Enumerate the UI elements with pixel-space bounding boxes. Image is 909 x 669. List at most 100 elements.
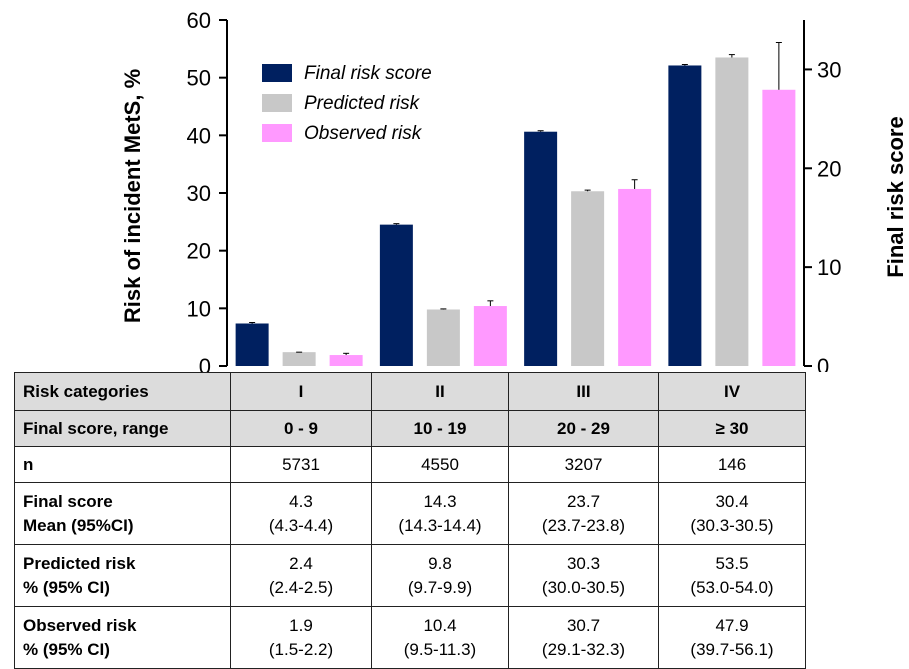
row-header: Observed risk % (95% CI) bbox=[14, 606, 231, 669]
y-tick-label: 50 bbox=[187, 66, 211, 91]
table-cell: 30.4 (30.3-30.5) bbox=[658, 482, 806, 545]
table-cell-text: (1.5-2.2) bbox=[268, 639, 334, 659]
table-cell-text: 10 - 19 bbox=[413, 418, 467, 438]
y-tick-label: 40 bbox=[187, 123, 211, 148]
legend-label: Observed risk bbox=[304, 123, 423, 144]
table-cell-text: (39.7-56.1) bbox=[690, 639, 774, 659]
summary-table-body: Risk categories I II III IV Final score, rang… bbox=[14, 372, 806, 669]
row-header: Risk categories bbox=[14, 372, 231, 411]
table-cell: 23.7 (23.7-23.8) bbox=[508, 482, 659, 545]
table-cell: ≥ 30 bbox=[658, 410, 806, 447]
table-cell-text: 10.4 bbox=[423, 615, 457, 635]
table-cell: I bbox=[230, 372, 372, 411]
table-row: Final score, range 0 - 9 10 - 19 20 - 29 ≥ 3… bbox=[14, 410, 806, 447]
row-header-text: Final score, range bbox=[23, 418, 169, 438]
bar bbox=[524, 131, 558, 366]
legend-swatch bbox=[262, 94, 292, 112]
table-cell: 10 - 19 bbox=[371, 410, 509, 447]
bar bbox=[715, 57, 749, 366]
table-cell: 14.3 (14.3-14.4) bbox=[371, 482, 509, 545]
table-cell-text: 53.5 bbox=[715, 553, 749, 573]
table-cell: 9.8 (9.7-9.9) bbox=[371, 544, 509, 607]
bar bbox=[571, 191, 605, 366]
table-cell-text: 30.3 bbox=[566, 553, 601, 573]
summary-table: Risk categories I II III IV Final score, rang… bbox=[14, 372, 806, 669]
table-cell: 47.9 (39.7-56.1) bbox=[658, 606, 806, 669]
table-cell-text: II bbox=[435, 381, 445, 401]
table-row: Observed risk % (95% CI) 1.9 (1.5-2.2) 10.4 (… bbox=[14, 606, 806, 669]
bar bbox=[668, 65, 702, 366]
table-cell-text: (23.7-23.8) bbox=[541, 515, 626, 535]
table-cell: II bbox=[371, 372, 509, 411]
bar bbox=[426, 309, 460, 366]
y2-tick-label: 30 bbox=[817, 57, 841, 82]
table-cell-text: 30.7 bbox=[566, 615, 601, 635]
table-cell-text: 23.7 bbox=[566, 491, 601, 511]
table-cell: 53.5 (53.0-54.0) bbox=[658, 544, 806, 607]
table-cell: 5731 bbox=[230, 446, 372, 483]
row-header: Final score Mean (95%CI) bbox=[14, 482, 231, 545]
table-cell-text: 4550 bbox=[421, 454, 459, 474]
table-cell-text: 47.9 bbox=[715, 615, 749, 635]
row-header-text: % (95% CI) bbox=[23, 577, 110, 597]
table-cell-text: (9.5-11.3) bbox=[403, 639, 477, 659]
table-cell-text: 2.4 bbox=[289, 553, 313, 573]
legend: Final risk score Predicted risk Observed r… bbox=[262, 63, 432, 144]
bar bbox=[282, 352, 316, 366]
table-cell: 0 - 9 bbox=[230, 410, 372, 447]
table-row: Final score Mean (95%CI) 4.3 (4.3-4.4) 14.3 (… bbox=[14, 482, 806, 545]
row-header-text: Risk categories bbox=[23, 381, 149, 401]
bar bbox=[329, 355, 363, 366]
table-cell-text: 5731 bbox=[282, 454, 320, 474]
bar bbox=[762, 89, 796, 366]
table-cell-text: (53.0-54.0) bbox=[690, 577, 774, 597]
table-cell: 4550 bbox=[371, 446, 509, 483]
y-axis-label: Risk of incident MetS, % bbox=[120, 69, 145, 323]
row-header-text: n bbox=[23, 454, 34, 474]
y-tick-label: 20 bbox=[187, 239, 211, 264]
legend-swatch bbox=[262, 124, 292, 142]
table-cell-text: 20 - 29 bbox=[557, 418, 610, 438]
table-cell: 10.4 (9.5-11.3) bbox=[371, 606, 509, 669]
y-tick-label: 60 bbox=[187, 8, 211, 33]
table-cell-text: (2.4-2.5) bbox=[268, 577, 334, 597]
y2-tick-label: 10 bbox=[817, 255, 841, 280]
table-cell: 30.3 (30.0-30.5) bbox=[508, 544, 659, 607]
row-header: n bbox=[14, 446, 231, 483]
table-cell-text: 0 - 9 bbox=[283, 418, 319, 438]
table-cell: 4.3 (4.3-4.4) bbox=[230, 482, 372, 545]
table-cell: 30.7 (29.1-32.3) bbox=[508, 606, 659, 669]
legend-label: Predicted risk bbox=[304, 93, 421, 114]
table-cell: 1.9 (1.5-2.2) bbox=[230, 606, 372, 669]
bar-layer bbox=[235, 57, 796, 366]
table-cell-text: (4.3-4.4) bbox=[268, 515, 334, 535]
legend-swatch bbox=[262, 64, 292, 82]
table-cell-text: (29.1-32.3) bbox=[541, 639, 626, 659]
row-header-text: Observed risk bbox=[23, 615, 137, 635]
table-cell-text: ≥ 30 bbox=[715, 418, 749, 438]
table-cell: 2.4 (2.4-2.5) bbox=[230, 544, 372, 607]
row-header-text: Final score bbox=[23, 491, 113, 511]
table-cell-text: 30.4 bbox=[715, 491, 749, 511]
row-header-text: Predicted risk bbox=[23, 553, 136, 573]
table-cell-text: (30.3-30.5) bbox=[690, 515, 774, 535]
bar-chart: 0 10 20 30 40 50 60 0 10 20 30 Final risk score Pre… bbox=[120, 8, 908, 372]
bar bbox=[379, 224, 413, 366]
y-tick-label: 10 bbox=[187, 296, 211, 321]
table-cell-text: 1.9 bbox=[289, 615, 313, 635]
table-cell: III bbox=[508, 372, 659, 411]
table-cell-text: 14.3 bbox=[423, 491, 457, 511]
row-header-text: Mean (95%CI) bbox=[23, 515, 134, 535]
y2-tick-label: 20 bbox=[817, 156, 841, 181]
table-cell: 146 bbox=[658, 446, 806, 483]
table-row: Risk categories I II III IV bbox=[14, 372, 806, 411]
legend-label: Final risk score bbox=[304, 63, 432, 84]
table-cell-text: 9.8 bbox=[428, 553, 452, 573]
bar bbox=[473, 306, 507, 366]
axes-layer: 0 10 20 30 40 50 60 0 10 20 30 bbox=[187, 8, 842, 372]
table-cell-text: (9.7-9.9) bbox=[407, 577, 473, 597]
y-tick-label: 0 bbox=[199, 354, 211, 372]
row-header-text: % (95% CI) bbox=[23, 639, 110, 659]
bar bbox=[618, 188, 652, 366]
y2-axis-label: Final risk score bbox=[883, 116, 908, 277]
